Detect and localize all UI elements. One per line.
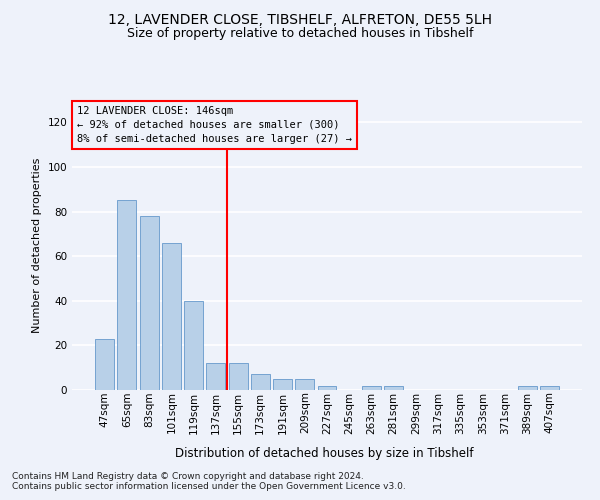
Bar	[162, 243, 181, 390]
Text: Contains HM Land Registry data © Crown copyright and database right 2024.: Contains HM Land Registry data © Crown c…	[12, 472, 364, 481]
Bar	[518, 386, 536, 390]
Bar	[317, 386, 337, 390]
Bar	[295, 379, 314, 390]
Bar	[95, 338, 114, 390]
Bar	[384, 386, 403, 390]
Bar	[118, 200, 136, 390]
Bar	[184, 301, 203, 390]
Text: 12 LAVENDER CLOSE: 146sqm
← 92% of detached houses are smaller (300)
8% of semi-: 12 LAVENDER CLOSE: 146sqm ← 92% of detac…	[77, 106, 352, 144]
Bar	[540, 386, 559, 390]
Text: Size of property relative to detached houses in Tibshelf: Size of property relative to detached ho…	[127, 28, 473, 40]
Bar	[251, 374, 270, 390]
Bar	[362, 386, 381, 390]
Text: Distribution of detached houses by size in Tibshelf: Distribution of detached houses by size …	[175, 448, 473, 460]
Bar	[206, 363, 225, 390]
Bar	[140, 216, 158, 390]
Y-axis label: Number of detached properties: Number of detached properties	[32, 158, 42, 332]
Bar	[273, 379, 292, 390]
Text: Contains public sector information licensed under the Open Government Licence v3: Contains public sector information licen…	[12, 482, 406, 491]
Text: 12, LAVENDER CLOSE, TIBSHELF, ALFRETON, DE55 5LH: 12, LAVENDER CLOSE, TIBSHELF, ALFRETON, …	[108, 12, 492, 26]
Bar	[229, 363, 248, 390]
